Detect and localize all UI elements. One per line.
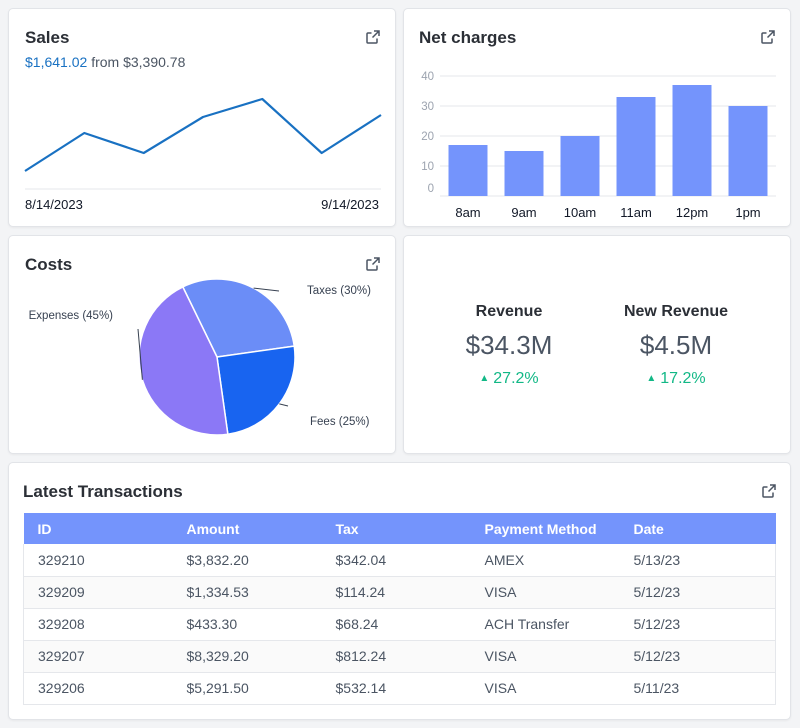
cell-date: 5/11/23 [619, 672, 776, 705]
revenue-value: $34.3M [465, 330, 553, 360]
cell-id: 329208 [23, 608, 173, 641]
cell-tax: $812.24 [321, 640, 471, 673]
label-leader-line [279, 403, 289, 407]
cell-amount: $8,329.20 [172, 640, 322, 673]
pie-slice-label: Taxes (30%) [307, 285, 371, 297]
sales-title: Sales [25, 28, 70, 47]
table-row[interactable]: 329208 $433.30 $68.24 ACH Transfer 5/12/… [23, 608, 776, 641]
cell-payment-method: AMEX [470, 544, 620, 577]
revenue-card: Revenue $34.3M ▲ 27.2% New Revenue $4.5M … [403, 235, 791, 454]
table-row[interactable]: 329206 $5,291.50 $532.14 VISA 5/11/23 [23, 672, 776, 705]
sales-end-date: 9/14/2023 [321, 197, 379, 212]
cell-payment-method: VISA [470, 640, 620, 673]
label-leader-line [253, 287, 280, 292]
x-tick-label: 8am [455, 205, 480, 220]
bar [672, 85, 712, 196]
y-tick-label: 40 [421, 71, 434, 83]
revenue-delta: ▲ 27.2% [424, 370, 594, 388]
cell-id: 329209 [23, 576, 173, 609]
revenue-metric: Revenue $34.3M ▲ 27.2% [424, 303, 594, 388]
y-tick-label: 10 [421, 161, 434, 173]
external-link-icon[interactable] [760, 29, 776, 45]
cell-id: 329210 [23, 544, 173, 577]
cell-date: 5/12/23 [619, 576, 776, 609]
pie-slice-label: Expenses (45%) [29, 310, 114, 322]
sales-series-line [24, 97, 382, 172]
cell-id: 329207 [23, 640, 173, 673]
y-tick-label: 0 [428, 183, 434, 195]
triangle-up-icon: ▲ [479, 373, 490, 384]
sales-line-chart [24, 97, 382, 190]
net-charges-card: Net charges 40 30 20 10 0 8am 9am 10am 11am 12pm 1… [403, 8, 791, 227]
transactions-title: Latest Transactions [23, 482, 183, 501]
costs-card: Costs Taxes (30%) Fees (25%) Expenses (45%… [8, 235, 396, 454]
sales-value: $1,641.02 [25, 54, 88, 70]
table-row[interactable]: 329207 $8,329.20 $812.24 VISA 5/12/23 [23, 640, 776, 673]
x-tick-label: 11am [620, 205, 652, 220]
new-revenue-delta: ▲ 17.2% [591, 370, 761, 388]
cell-amount: $1,334.53 [172, 576, 322, 609]
x-tick-label: 9am [511, 205, 536, 220]
pie-slice [216, 345, 296, 436]
pie-slice [138, 285, 229, 436]
cell-payment-method: VISA [470, 672, 620, 705]
sales-summary: $1,641.02 from $3,390.78 [25, 54, 185, 70]
external-link-icon[interactable] [365, 29, 381, 45]
column-header-payment-method[interactable]: Payment Method [470, 513, 620, 544]
table-row[interactable]: 329210 $3,832.20 $342.04 AMEX 5/13/23 [23, 544, 776, 577]
new-revenue-value: $4.5M [639, 330, 713, 360]
cell-id: 329206 [23, 672, 173, 705]
transactions-card: Latest Transactions ID Amount Tax Paymen… [8, 462, 791, 720]
cell-payment-method: ACH Transfer [470, 608, 620, 641]
table-row[interactable]: 329209 $1,334.53 $114.24 VISA 5/12/23 [23, 576, 776, 609]
x-tick-label: 10am [564, 205, 597, 220]
cell-tax: $68.24 [321, 608, 471, 641]
revenue-delta-value: 27.2% [493, 370, 539, 387]
x-tick-label: 12pm [676, 205, 709, 220]
cell-payment-method: VISA [470, 576, 620, 609]
bar [728, 106, 768, 196]
cell-amount: $3,832.20 [172, 544, 322, 577]
cell-amount: $433.30 [172, 608, 322, 641]
new-revenue-label: New Revenue [623, 303, 729, 320]
net-charges-title: Net charges [419, 28, 517, 47]
cell-date: 5/12/23 [619, 640, 776, 673]
external-link-icon[interactable] [761, 483, 777, 499]
external-link-icon[interactable] [365, 256, 381, 272]
new-revenue-metric: New Revenue $4.5M ▲ 17.2% [591, 303, 761, 388]
cell-tax: $342.04 [321, 544, 471, 577]
new-revenue-delta-value: 17.2% [660, 370, 706, 387]
cell-amount: $5,291.50 [172, 672, 322, 705]
y-tick-label: 20 [421, 131, 434, 143]
x-tick-label: 1pm [735, 205, 760, 220]
label-leader-line [137, 328, 143, 380]
net-charges-bar-chart: 40 30 20 10 0 8am 9am 10am 11am 12pm 1pm [421, 71, 776, 220]
transactions-table: ID Amount Tax Payment Method Date 329210… [23, 513, 776, 705]
cell-tax: $114.24 [321, 576, 471, 609]
sales-from-text: from $3,390.78 [91, 54, 186, 70]
costs-title: Costs [25, 255, 73, 274]
sales-card: Sales $1,641.02 from $3,390.78 8/14/2023… [8, 8, 396, 227]
column-header-date[interactable]: Date [619, 513, 776, 544]
cell-date: 5/12/23 [619, 608, 776, 641]
bar [448, 145, 488, 196]
costs-pie-chart: Taxes (30%) Fees (25%) Expenses (45%) [29, 278, 371, 436]
column-header-tax[interactable]: Tax [321, 513, 471, 544]
cell-date: 5/13/23 [619, 544, 776, 577]
pie-slice-label: Fees (25%) [310, 416, 370, 428]
column-header-amount[interactable]: Amount [172, 513, 322, 544]
y-tick-label: 30 [421, 101, 434, 113]
bar [504, 151, 544, 196]
bar [616, 97, 656, 196]
cell-tax: $532.14 [321, 672, 471, 705]
revenue-label: Revenue [475, 303, 543, 320]
table-header-row: ID Amount Tax Payment Method Date [23, 513, 776, 544]
bar [560, 136, 600, 196]
column-header-id[interactable]: ID [23, 513, 173, 544]
triangle-up-icon: ▲ [646, 373, 657, 384]
sales-start-date: 8/14/2023 [25, 197, 83, 212]
